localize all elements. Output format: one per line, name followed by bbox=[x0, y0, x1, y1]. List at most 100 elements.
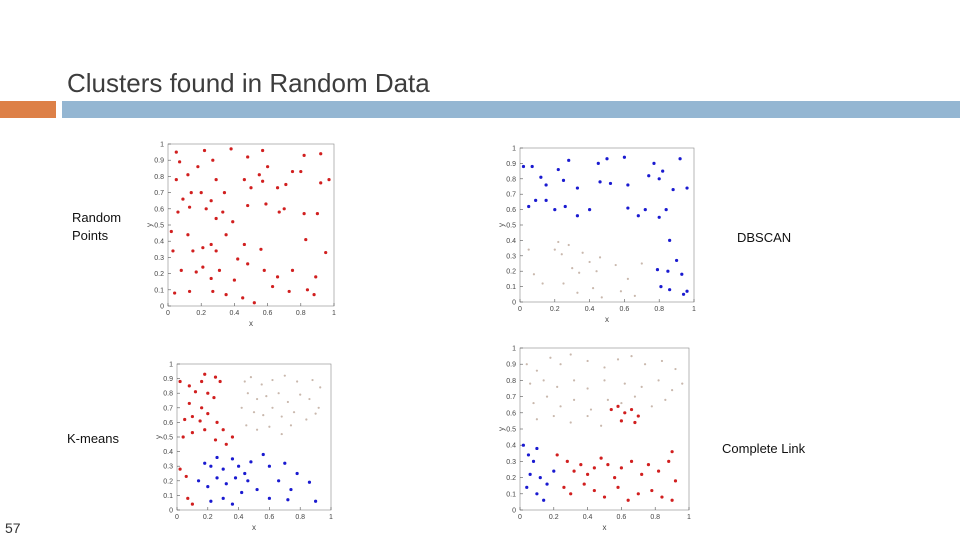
data-point bbox=[292, 411, 296, 414]
data-point bbox=[534, 198, 538, 202]
data-point bbox=[264, 202, 268, 206]
y-tick-label: 0.4 bbox=[506, 443, 516, 450]
data-point bbox=[623, 382, 626, 385]
data-point bbox=[562, 485, 566, 489]
data-point bbox=[302, 153, 306, 157]
data-point bbox=[586, 472, 590, 476]
data-point bbox=[646, 463, 651, 467]
data-point bbox=[327, 178, 331, 182]
data-point bbox=[221, 467, 225, 471]
data-point bbox=[567, 158, 571, 162]
data-point bbox=[581, 251, 584, 254]
label-kmeans: K-means bbox=[67, 431, 120, 446]
y-tick-label: 0.3 bbox=[506, 253, 516, 260]
data-point bbox=[259, 247, 263, 251]
data-point bbox=[206, 485, 210, 489]
data-point bbox=[559, 405, 562, 408]
series-blue bbox=[521, 443, 556, 502]
data-point bbox=[249, 460, 253, 464]
data-point bbox=[277, 210, 281, 214]
data-point bbox=[640, 385, 643, 388]
data-point bbox=[181, 435, 185, 439]
data-point bbox=[598, 180, 602, 184]
plot-frame bbox=[167, 143, 335, 307]
data-point bbox=[203, 372, 207, 376]
data-point bbox=[283, 461, 287, 465]
data-point bbox=[271, 406, 274, 409]
data-point bbox=[305, 288, 310, 292]
y-tick-label: 0.5 bbox=[506, 427, 516, 434]
data-point bbox=[572, 398, 576, 401]
data-point bbox=[289, 424, 293, 427]
data-point bbox=[592, 488, 596, 493]
data-point bbox=[174, 150, 178, 154]
data-point bbox=[659, 285, 663, 289]
data-point bbox=[286, 498, 290, 502]
accent-bar-blue bbox=[62, 101, 960, 118]
data-point bbox=[542, 379, 545, 382]
scatter-complete-link: 0 0.1 0.2 0.3 0.4 0.5 0.6 0.7 0.8 0.9 1 0 0.2 0.4 0.6 0… bbox=[497, 346, 691, 533]
data-point bbox=[545, 395, 549, 398]
data-point bbox=[640, 262, 643, 265]
data-point bbox=[214, 249, 218, 253]
accent-bar-orange bbox=[0, 101, 56, 118]
data-point bbox=[215, 455, 219, 460]
data-point bbox=[241, 296, 245, 300]
data-point bbox=[569, 492, 573, 496]
data-point bbox=[671, 389, 674, 392]
y-tick-label: 1 bbox=[160, 142, 164, 149]
data-point bbox=[270, 284, 275, 289]
data-point bbox=[319, 386, 322, 389]
data-point bbox=[221, 210, 225, 214]
data-point bbox=[200, 379, 204, 384]
data-point bbox=[203, 461, 207, 465]
data-point bbox=[629, 459, 634, 463]
x-tick-label: 0.2 bbox=[196, 310, 206, 317]
data-point bbox=[187, 401, 191, 406]
data-point bbox=[525, 485, 529, 489]
data-point bbox=[608, 181, 613, 186]
y-tick-label: 0.1 bbox=[506, 284, 516, 291]
y-tick-label: 0 bbox=[512, 508, 516, 515]
label-dbscan: DBSCAN bbox=[737, 230, 792, 245]
x-axis-label: x bbox=[249, 319, 253, 328]
series-light bbox=[240, 374, 322, 436]
data-point bbox=[268, 425, 271, 428]
data-point bbox=[277, 479, 281, 483]
data-point bbox=[630, 355, 633, 358]
data-point bbox=[187, 205, 192, 209]
x-tick-label: 1 bbox=[332, 310, 336, 317]
data-point bbox=[521, 443, 525, 447]
scatter-kmeans: 0 0.1 0.2 0.3 0.4 0.5 0.6 0.7 0.8 0.9 1 0 0.2 0.4 0.6 0… bbox=[154, 362, 333, 533]
x-tick-label: 1 bbox=[687, 514, 691, 521]
y-axis-label: y bbox=[497, 223, 506, 227]
scatter-dbscan: 0 0.1 0.2 0.3 0.4 0.5 0.6 0.7 0.8 0.9 1 0 0.2 0.4 0.6 0… bbox=[497, 146, 696, 325]
data-point bbox=[541, 282, 544, 285]
series-red bbox=[555, 404, 678, 502]
data-point bbox=[304, 237, 308, 242]
data-point bbox=[572, 379, 576, 382]
data-point bbox=[196, 479, 201, 483]
data-point bbox=[562, 282, 565, 285]
scatter-random: 0 0.1 0.2 0.3 0.4 0.5 0.6 0.7 0.8 0.9 1 0 0.2 0.4 0.6 0… bbox=[145, 142, 336, 329]
y-tick-label: 0.7 bbox=[163, 405, 173, 412]
data-point bbox=[283, 374, 286, 377]
y-tick-label: 0.9 bbox=[506, 362, 516, 369]
data-point bbox=[527, 248, 530, 251]
x-tick-label: 0.6 bbox=[263, 310, 273, 317]
data-point bbox=[681, 292, 686, 296]
data-point bbox=[203, 428, 207, 432]
data-point bbox=[664, 398, 667, 401]
data-point bbox=[290, 169, 295, 174]
data-point bbox=[636, 414, 640, 418]
data-point bbox=[224, 482, 228, 486]
data-point bbox=[213, 375, 218, 379]
data-point bbox=[619, 419, 623, 423]
data-point bbox=[189, 191, 193, 195]
data-point bbox=[626, 498, 630, 502]
y-tick-label: 0.8 bbox=[154, 174, 164, 181]
plot-random: 0 0.1 0.2 0.3 0.4 0.5 0.6 0.7 0.8 0.9 1 0 0.2 0.4 0.6 0… bbox=[145, 138, 338, 329]
data-point bbox=[211, 289, 215, 294]
data-point bbox=[569, 353, 572, 356]
data-point bbox=[656, 469, 661, 473]
